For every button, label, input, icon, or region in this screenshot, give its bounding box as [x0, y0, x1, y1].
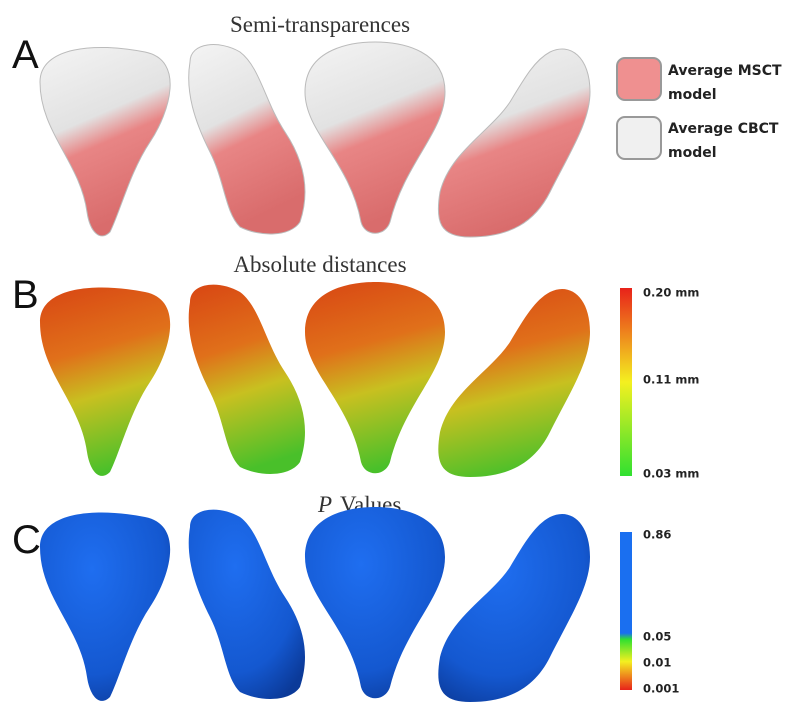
legend-label: Average MSCT — [668, 63, 782, 79]
colorbar-label: 0.86 — [643, 528, 671, 542]
panel-letter: A — [12, 33, 39, 77]
panel-letter: C — [12, 518, 41, 562]
model-view — [40, 512, 170, 700]
model-view — [189, 285, 305, 474]
colorbar-label: 0.20 mm — [643, 286, 699, 300]
colorbar-label: 0.01 — [643, 656, 671, 670]
colorbar-label: 0.11 mm — [643, 373, 699, 387]
legend-swatch — [617, 58, 661, 100]
model-view — [305, 42, 445, 233]
panel-title-italic: P — [317, 492, 332, 517]
model-view — [189, 45, 305, 234]
model-view — [189, 510, 305, 699]
row-a — [40, 42, 590, 237]
panel-title: Absolute distances — [233, 252, 406, 277]
legend-label: model — [668, 87, 717, 103]
row-c — [40, 507, 590, 702]
panel-title: Semi-transparences — [230, 12, 410, 37]
model-view — [438, 289, 590, 477]
model-view — [40, 287, 170, 475]
colorbar-label: 0.001 — [643, 682, 679, 696]
model-view — [438, 49, 590, 237]
row-b — [40, 282, 590, 477]
model-view — [305, 282, 445, 473]
model-view — [438, 514, 590, 702]
model-view — [305, 507, 445, 698]
figure: A Semi-transparences Average MSCT model … — [0, 0, 797, 703]
colorbar — [620, 288, 632, 476]
colorbar-label: 0.03 mm — [643, 467, 699, 481]
legend-label: Average CBCT — [668, 121, 779, 137]
colorbar — [620, 532, 632, 690]
legend-label: model — [668, 145, 717, 161]
model-view — [40, 47, 170, 235]
panel-letter: B — [12, 273, 39, 317]
colorbar-label: 0.05 — [643, 630, 671, 644]
legend-swatch — [617, 117, 661, 159]
